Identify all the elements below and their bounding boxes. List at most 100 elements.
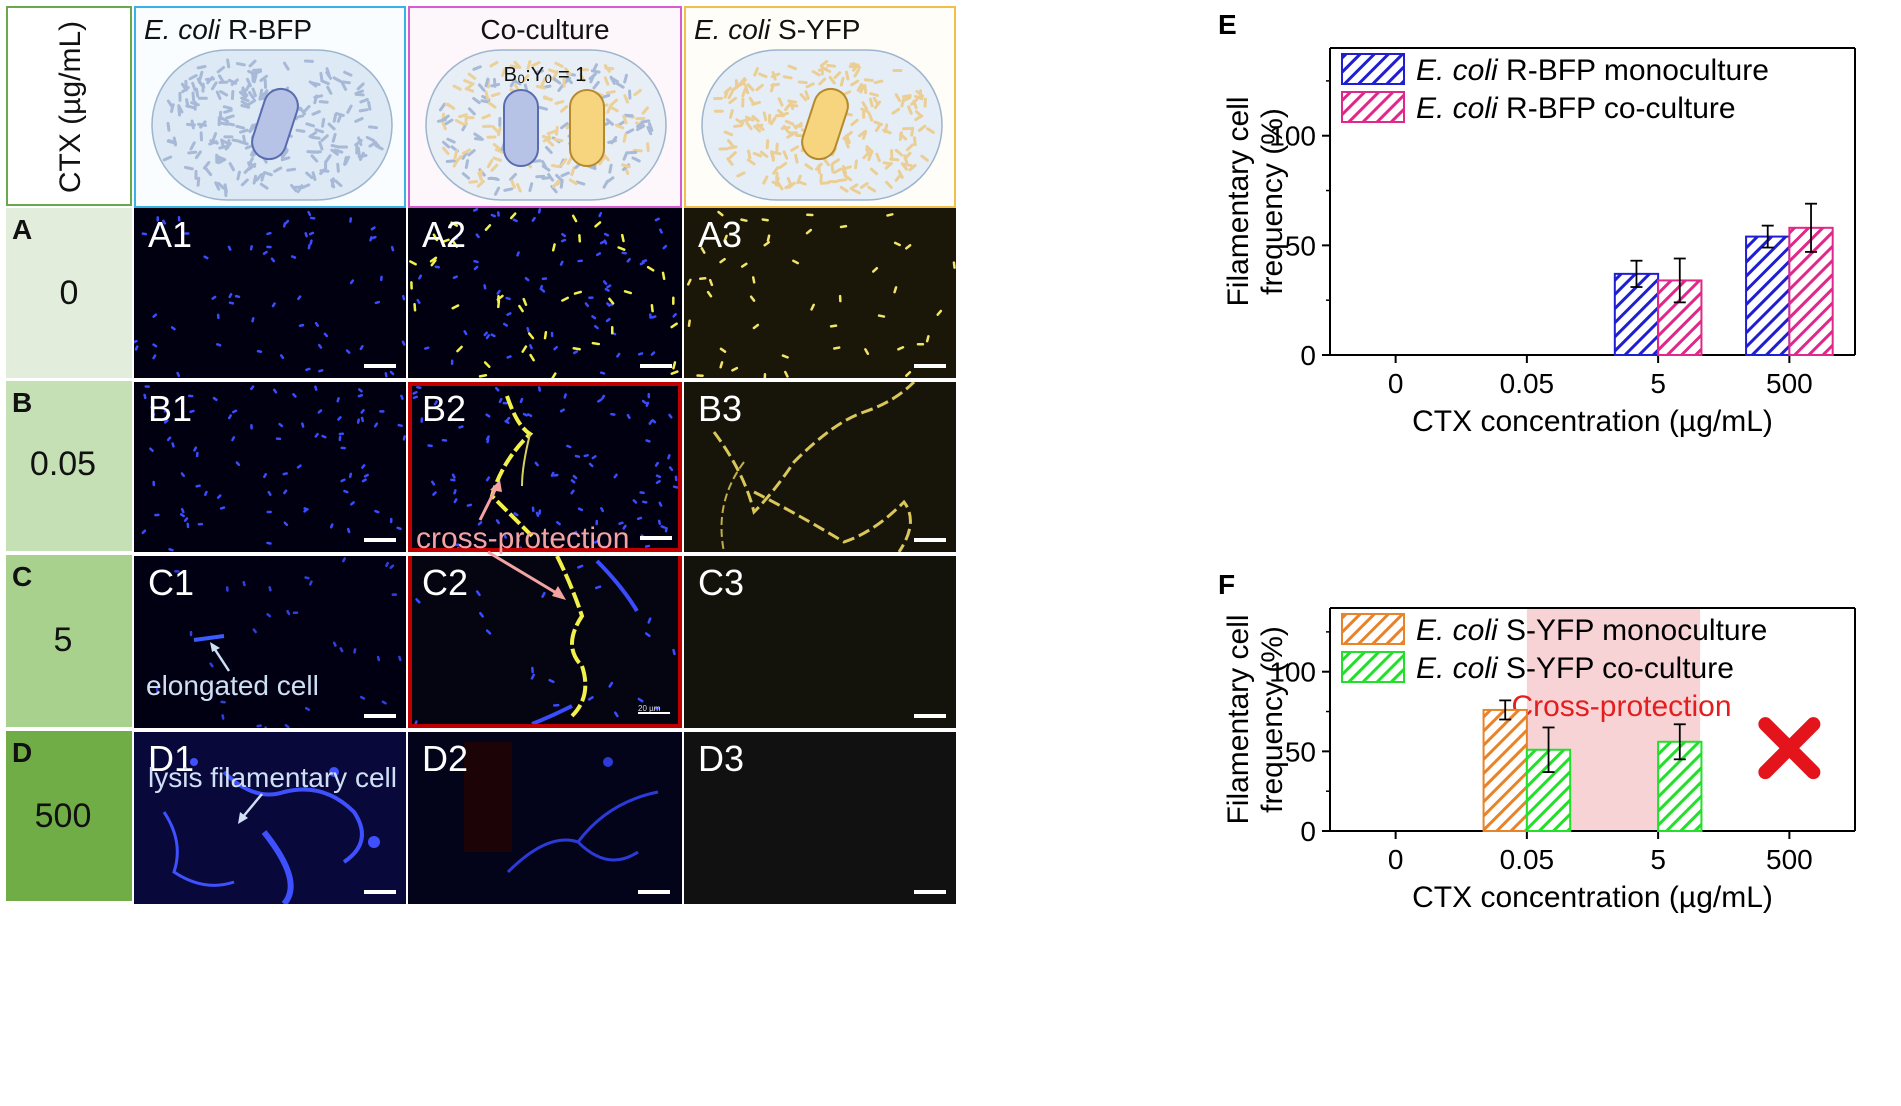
cross-marker — [1758, 717, 1821, 780]
cell-rod — [509, 64, 520, 69]
cell-spot — [452, 275, 458, 280]
cell-rod — [759, 150, 769, 158]
cell-spot — [805, 228, 813, 235]
cell-spot — [952, 261, 956, 269]
cell-rod — [622, 132, 628, 143]
filament-layer — [489, 395, 534, 538]
cell-rod — [445, 159, 456, 164]
cell-rod — [589, 73, 596, 84]
x-tick-label: 500 — [1766, 368, 1813, 399]
cell-spot — [360, 416, 365, 423]
rbfp-cell-icon — [503, 89, 539, 167]
cell-rod — [319, 71, 324, 82]
cell-rod — [605, 90, 616, 95]
cell-spot — [216, 494, 222, 499]
cell-spot — [719, 347, 727, 353]
y-tick-label: 50 — [1285, 230, 1316, 261]
cell-rod — [914, 94, 924, 101]
cell-spot — [361, 478, 367, 483]
cell-rod — [282, 61, 290, 71]
cell-spot — [453, 489, 457, 495]
cell-rod — [565, 76, 573, 85]
cell-spot — [359, 695, 366, 700]
cell-spot — [346, 527, 351, 534]
cell-rod — [782, 124, 790, 134]
cell-rod — [357, 153, 368, 159]
cell-spot — [309, 239, 313, 245]
arrow-head — [552, 586, 566, 600]
cell-rod — [509, 172, 518, 181]
cell-rod — [858, 129, 867, 138]
cell-spot — [228, 292, 233, 299]
cell-spot — [670, 370, 679, 375]
cell-rod — [797, 80, 808, 85]
syfp-cell-icon — [569, 89, 605, 167]
cell-rod — [296, 184, 304, 194]
cell-rod — [560, 171, 570, 178]
cell-spot — [297, 295, 302, 301]
cell-rod — [473, 132, 483, 140]
cell-spot — [485, 413, 491, 418]
cell-spot — [473, 208, 479, 212]
cell-spot — [441, 238, 450, 244]
cell-spot — [537, 386, 541, 392]
cell-spot — [339, 647, 344, 653]
cell-rod — [305, 122, 315, 128]
cell-spot — [473, 265, 479, 271]
cell-rod — [631, 156, 641, 163]
cell-spot — [570, 479, 576, 484]
cell-spot — [603, 232, 610, 237]
cell-spot — [298, 323, 305, 328]
cell-spot — [655, 474, 661, 479]
cell-spot — [672, 361, 677, 370]
tile-label: B3 — [698, 388, 743, 429]
cell-spot — [559, 408, 565, 413]
cell-rod — [804, 90, 810, 100]
cell-rod — [867, 151, 873, 162]
cell-spot — [591, 341, 601, 346]
cell-spot — [304, 232, 308, 238]
cell-rod — [794, 153, 799, 164]
cell-rod — [622, 114, 628, 125]
arrow-head — [210, 642, 220, 652]
cell-spot — [601, 394, 606, 400]
cell-spot — [263, 473, 268, 479]
cell-spot — [641, 399, 647, 405]
cell-spot — [483, 331, 488, 337]
cell-rod — [541, 176, 552, 180]
cell-rod — [579, 73, 586, 83]
cell-spot — [483, 361, 491, 368]
yellow-filament — [555, 556, 588, 718]
tile-label: A1 — [148, 214, 193, 255]
cell-rod — [223, 108, 233, 114]
cell-rod — [313, 94, 324, 99]
cell-spot — [659, 228, 663, 234]
cell-rod — [260, 171, 266, 182]
cell-rod — [354, 92, 365, 97]
cell-spot — [314, 432, 319, 438]
cell-spot — [598, 211, 603, 218]
figure-left-panel: CTX (µg/mL) A 0 B 0.05 C 5 D 500 E. coli… — [6, 6, 956, 904]
cell-spot — [784, 370, 789, 378]
cell-rod — [615, 82, 625, 89]
cell-rod — [623, 73, 629, 84]
cell-rod — [235, 124, 246, 130]
cell-rod — [251, 68, 262, 72]
cell-spot — [266, 613, 272, 618]
cell-rod — [884, 180, 893, 189]
cell-spot — [587, 696, 594, 701]
cell-rod — [546, 129, 557, 136]
x-tick-label: 0 — [1388, 844, 1404, 875]
cells-layer — [412, 386, 678, 548]
cell-rod — [346, 104, 353, 114]
cell-spot — [657, 519, 661, 526]
cell-rod — [727, 90, 734, 100]
blue-filament — [506, 790, 659, 874]
cell-spot — [376, 655, 381, 662]
cell-rod — [575, 180, 586, 186]
cell-spot — [513, 512, 519, 517]
cell-rod — [770, 82, 781, 87]
cell-rod — [833, 167, 843, 174]
cell-spot — [662, 244, 668, 250]
cell-rod — [782, 75, 793, 80]
